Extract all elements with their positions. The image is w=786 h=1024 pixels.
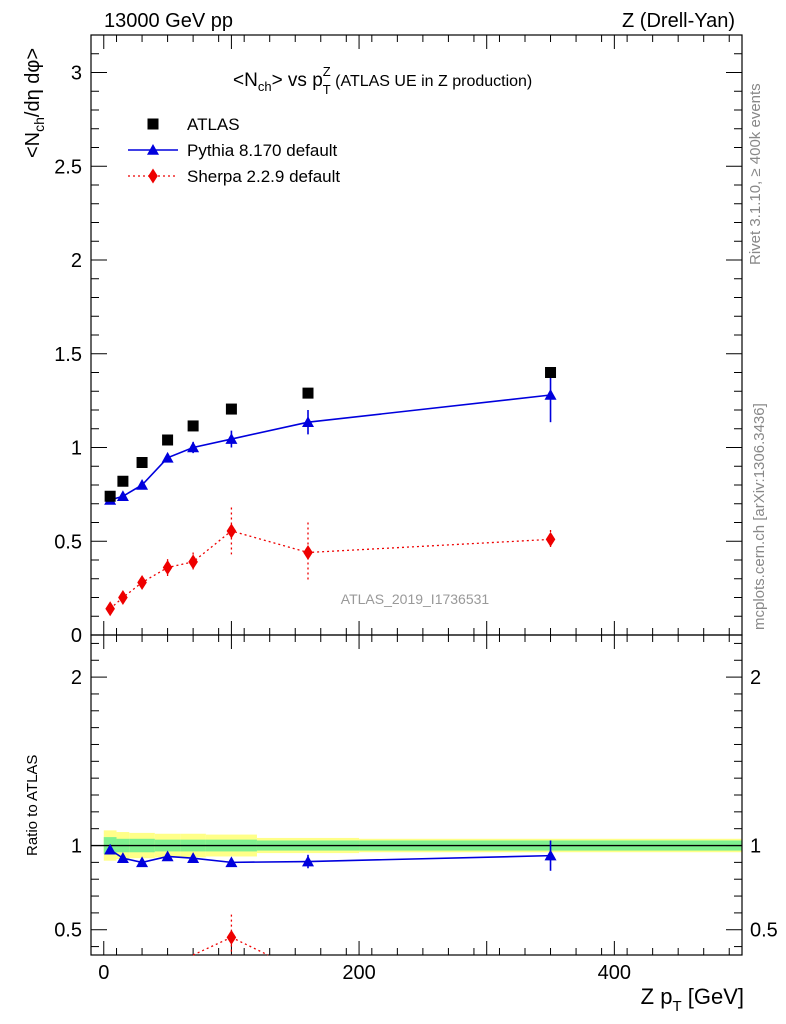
pythia-ratio-point: [116, 852, 129, 863]
main-y-tick-label: 1.5: [54, 344, 82, 366]
atlas-data-point: [545, 367, 557, 378]
atlas-data-point: [225, 403, 237, 415]
sherpa-ratio-line: [231, 936, 269, 956]
header-left: 13000 GeV pp: [104, 10, 233, 32]
pythia-ratio-point: [161, 850, 174, 862]
pythia-line: [109, 394, 551, 501]
ratio-panel-frame: 0 200 400 0.5 0.5 1 1 2 2: [54, 634, 778, 984]
atlas-data-point: [187, 420, 199, 432]
pythia-point: [302, 416, 314, 427]
sherpa-point: [118, 590, 128, 605]
main-y-axis-label: <Nch/dη dφ>: [22, 48, 47, 158]
legend-atlas-marker: [147, 118, 159, 130]
header-right: Z (Drell-Yan): [622, 10, 735, 32]
legend-atlas-label: ATLAS: [187, 115, 240, 134]
pythia-point: [225, 433, 238, 444]
pythia-ratio-point: [225, 856, 238, 868]
sherpa-ratio-point: [226, 929, 237, 945]
mcplots-label: mcplots.cern.ch [arXiv:1306.3436]: [751, 403, 768, 630]
atlas-data-point: [104, 490, 116, 502]
rivet-label: Rivet 3.1.10, ≥ 400k events: [747, 83, 764, 265]
pythia-point: [187, 441, 200, 453]
legend-pythia-label: Pythia 8.170 default: [187, 141, 338, 160]
main-y-tick-label: 1: [71, 438, 82, 460]
pythia-ratio-point: [544, 849, 557, 861]
x-tick-label: 0: [98, 962, 109, 984]
pythia-point: [116, 490, 129, 502]
sherpa-point: [545, 531, 556, 547]
sherpa-ratio-line: [192, 936, 232, 956]
x-tick-label: 400: [598, 962, 631, 984]
pythia-ratio-point: [136, 856, 149, 868]
ratio-y-axis-label: Ratio to ATLAS: [24, 755, 41, 856]
main-panel-marks: [104, 367, 557, 617]
main-y-tick-label: 0.5: [54, 531, 82, 553]
ratio-panel-marks: [104, 840, 557, 956]
atlas-data-point: [136, 457, 148, 468]
legend: ATLAS Pythia 8.170 default Sherpa 2.2.9 de…: [128, 115, 340, 186]
sherpa-point: [162, 560, 173, 575]
x-tick-label: 200: [342, 962, 375, 984]
main-y-tick-label: 2.5: [54, 156, 82, 178]
legend-pythia-marker: [147, 144, 159, 155]
ratio-y-tick-label-left: 2: [71, 667, 82, 689]
ratio-y-tick-label-left: 0.5: [54, 920, 82, 942]
ratio-frame-border: [90, 634, 743, 956]
sherpa-point: [105, 601, 115, 617]
sherpa-point: [188, 554, 198, 570]
ratio-y-tick-label-right: 1: [750, 836, 761, 858]
legend-sherpa-marker: [148, 168, 158, 184]
sherpa-point: [226, 523, 237, 539]
ratio-y-tick-label-right: 0.5: [750, 920, 778, 942]
legend-sherpa-label: Sherpa 2.2.9 default: [187, 167, 340, 186]
pythia-point: [136, 479, 149, 490]
sherpa-point: [303, 545, 313, 560]
atlas-data-point: [117, 475, 129, 487]
atlas-data-point: [302, 387, 314, 399]
pythia-point: [161, 451, 174, 463]
pythia-ratio-point: [104, 843, 117, 855]
sherpa-point: [137, 575, 147, 590]
ratio-y-tick-label-right: 2: [750, 667, 761, 689]
main-y-tick-label: 3: [71, 63, 82, 85]
analysis-id: ATLAS_2019_I1736531: [341, 591, 490, 607]
main-y-tick-label: 2: [71, 250, 82, 272]
pythia-ratio-point: [302, 855, 314, 867]
pythia-point: [544, 389, 557, 400]
main-y-tick-label: 0: [71, 625, 82, 647]
x-axis-label: Z pT [GeV]: [641, 984, 744, 1015]
pythia-ratio-point: [187, 852, 200, 863]
main-title: <Nch> vs pZ T (ATLAS UE in Z production): [233, 64, 532, 97]
ratio-y-tick-label-left: 1: [71, 836, 82, 858]
atlas-data-point: [162, 434, 174, 446]
